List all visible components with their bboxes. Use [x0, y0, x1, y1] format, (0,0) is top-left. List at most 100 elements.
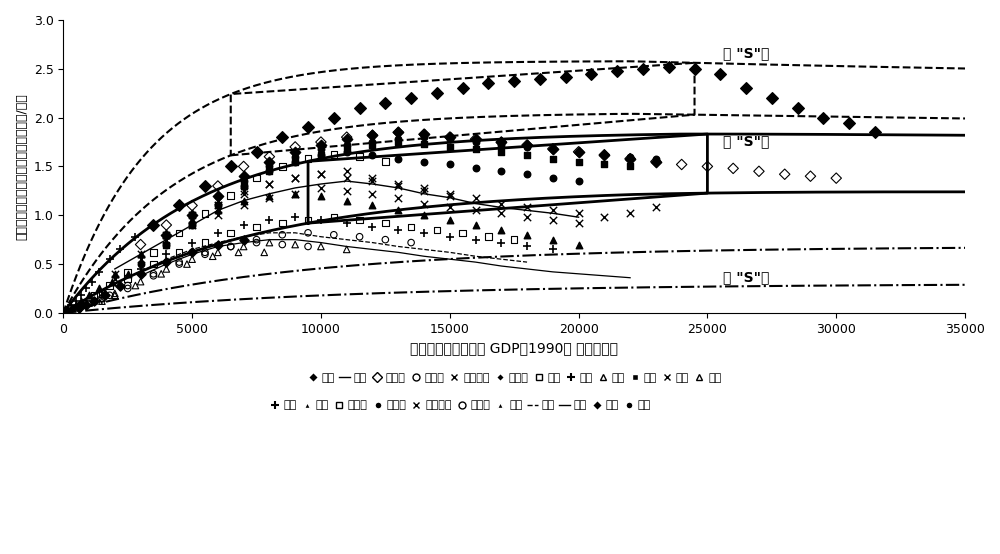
Point [571, 177, 587, 186]
Point [261, 152, 277, 161]
Point [583, 69, 599, 78]
Point [197, 250, 213, 259]
Point [493, 225, 509, 234]
Point [158, 230, 174, 239]
Point [179, 260, 195, 269]
Point [648, 157, 664, 166]
Point [429, 225, 445, 234]
Point [313, 183, 329, 192]
Point [205, 252, 221, 261]
Point [468, 206, 484, 215]
Point [274, 133, 290, 142]
Point [519, 242, 535, 251]
Point [841, 118, 857, 127]
Point [596, 150, 612, 159]
Point [571, 219, 587, 228]
Point [493, 137, 509, 146]
Point [339, 133, 355, 142]
Point [455, 84, 471, 93]
Point [596, 160, 612, 169]
Point [506, 76, 522, 85]
Point [364, 137, 380, 146]
Point [596, 213, 612, 222]
Point [493, 147, 509, 156]
Point [339, 135, 355, 143]
Point [519, 150, 535, 159]
Point [352, 232, 368, 241]
Point [519, 213, 535, 222]
Point [261, 238, 277, 247]
Point [352, 104, 368, 112]
Point [104, 277, 120, 286]
Point [236, 189, 252, 198]
Point [127, 232, 143, 241]
Point [725, 164, 741, 173]
X-axis label: 经济发展水平（人均 GDP，1990年 盖凯美元）: 经济发展水平（人均 GDP，1990年 盖凯美元） [410, 341, 618, 355]
Point [287, 174, 303, 183]
Point [184, 216, 200, 224]
Point [416, 228, 432, 237]
Point [145, 260, 161, 269]
Point [468, 135, 484, 143]
Point [133, 250, 149, 259]
Point [622, 162, 638, 171]
Point [313, 191, 329, 200]
Point [184, 248, 200, 257]
Point [313, 150, 329, 159]
Point [390, 193, 406, 202]
Point [236, 162, 252, 171]
Point [102, 255, 118, 264]
Point [545, 154, 561, 163]
Point [261, 191, 277, 200]
Point [230, 248, 246, 257]
Point [236, 242, 252, 251]
Point [249, 235, 265, 244]
Point [493, 209, 509, 218]
Point [107, 289, 123, 298]
Point [764, 94, 780, 102]
Point [210, 182, 226, 191]
Point [519, 170, 535, 179]
Point [390, 135, 406, 143]
Point [828, 174, 844, 183]
Point [133, 277, 149, 286]
Point [352, 216, 368, 224]
Point [403, 238, 419, 247]
Point [107, 291, 123, 300]
Point [790, 104, 806, 112]
Point [468, 235, 484, 244]
Point [519, 142, 535, 151]
Point [210, 248, 226, 257]
Point [339, 141, 355, 150]
Point [236, 182, 252, 191]
Point [94, 297, 110, 306]
Point [86, 291, 102, 300]
Point [390, 225, 406, 234]
Point [480, 79, 496, 88]
Point [107, 269, 123, 278]
Point [300, 123, 316, 132]
Point [171, 260, 187, 269]
Point [339, 167, 355, 176]
Point [364, 189, 380, 198]
Point [313, 150, 329, 159]
Point [545, 245, 561, 254]
Point [158, 230, 174, 239]
Point [532, 74, 548, 83]
Point [339, 147, 355, 156]
Point [416, 157, 432, 166]
Point [210, 201, 226, 210]
Point [390, 128, 406, 137]
Point [223, 242, 239, 251]
Point [364, 150, 380, 159]
Point [145, 248, 161, 257]
Point [777, 170, 793, 179]
Point [133, 260, 149, 269]
Point [545, 145, 561, 153]
Point [364, 131, 380, 140]
Point [287, 157, 303, 166]
Point [596, 150, 612, 159]
Point [571, 147, 587, 156]
Point [648, 157, 664, 166]
Point [648, 203, 664, 212]
